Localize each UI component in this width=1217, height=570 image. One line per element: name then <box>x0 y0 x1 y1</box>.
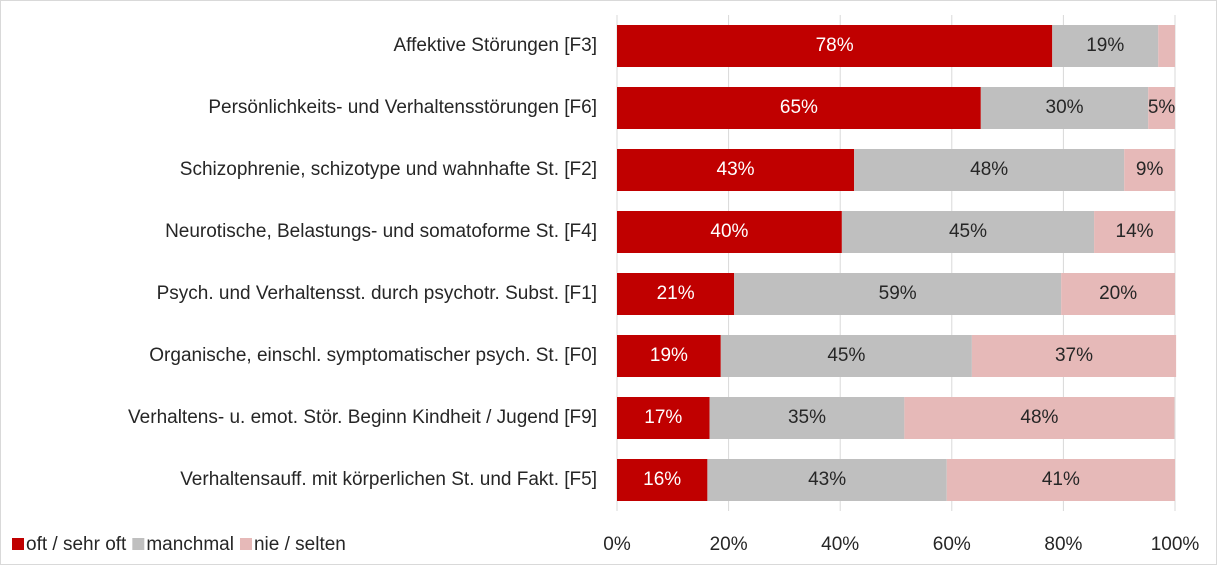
bar-segment <box>734 273 1062 315</box>
data-label: 19% <box>650 345 688 366</box>
data-label: 40% <box>710 221 748 242</box>
legend-swatch <box>239 538 252 550</box>
data-label: 45% <box>949 221 987 242</box>
data-label: 43% <box>808 469 846 490</box>
data-label: 78% <box>816 35 854 56</box>
bar-segment <box>617 25 1053 67</box>
data-label: 35% <box>788 407 826 428</box>
legend-label: manchmal <box>146 534 234 555</box>
bar-segment <box>709 397 905 439</box>
data-label: 65% <box>780 97 818 118</box>
data-label: 9% <box>1136 159 1164 180</box>
y-tick-label: Psych. und Verhaltensst. durch psychotr.… <box>157 283 597 304</box>
data-label: 43% <box>717 159 755 180</box>
data-label: 17% <box>644 407 682 428</box>
legend-label: nie / selten <box>254 534 346 555</box>
data-label: 48% <box>1020 407 1058 428</box>
x-tick-label: 20% <box>710 534 748 555</box>
data-label: 37% <box>1055 345 1093 366</box>
y-tick-label: Organische, einschl. symptomatischer psy… <box>149 345 597 366</box>
bar-segment <box>854 149 1125 191</box>
bar-segment <box>1052 25 1159 67</box>
bar-segment <box>617 149 855 191</box>
bar-segment <box>1158 25 1175 67</box>
bar-segment <box>1148 87 1175 129</box>
data-label: 20% <box>1099 283 1137 304</box>
y-tick-label: Verhaltensauff. mit körperlichen St. und… <box>180 469 597 490</box>
bar-segment <box>707 459 947 501</box>
bar-segment <box>1061 273 1175 315</box>
data-label: 48% <box>970 159 1008 180</box>
data-label: 21% <box>657 283 695 304</box>
data-label: 30% <box>1046 97 1084 118</box>
bar-segment <box>617 397 710 439</box>
legend-swatch <box>12 538 24 550</box>
x-tick-label: 40% <box>821 534 859 555</box>
data-label: 41% <box>1042 469 1080 490</box>
y-tick-label: Affektive Störungen [F3] <box>394 35 598 56</box>
legend-label: oft / sehr oft <box>26 534 127 555</box>
bar-segment <box>904 397 1175 439</box>
bar-segment <box>946 459 1175 501</box>
bar-segment <box>1094 211 1175 253</box>
data-label: 5% <box>1148 97 1176 118</box>
data-label: 14% <box>1116 221 1154 242</box>
bar-segment <box>617 459 708 501</box>
x-tick-label: 100% <box>1151 534 1200 555</box>
data-label: 19% <box>1086 35 1124 56</box>
y-tick-label: Schizophrenie, schizotype und wahnhafte … <box>180 159 597 180</box>
legend-swatch <box>132 538 145 550</box>
bar-segment <box>971 335 1177 377</box>
data-label: 59% <box>879 283 917 304</box>
y-tick-label: Verhaltens- u. emot. Stör. Beginn Kindhe… <box>128 407 597 428</box>
x-tick-label: 60% <box>933 534 971 555</box>
bar-segment <box>617 335 721 377</box>
y-tick-label: Neurotische, Belastungs- und somatoforme… <box>165 221 597 242</box>
data-label: 45% <box>827 345 865 366</box>
bar-segment <box>617 211 842 253</box>
y-tick-label: Persönlichkeits- und Verhaltensstörungen… <box>208 97 597 118</box>
bar-segment <box>980 87 1149 129</box>
data-label: 16% <box>643 469 681 490</box>
bar-segment <box>617 87 981 129</box>
bar-segment <box>617 273 735 315</box>
bar-segment <box>1124 149 1175 191</box>
x-tick-label: 0% <box>603 534 631 555</box>
x-tick-label: 80% <box>1044 534 1082 555</box>
bar-segment <box>841 211 1095 253</box>
bar-segment <box>720 335 972 377</box>
